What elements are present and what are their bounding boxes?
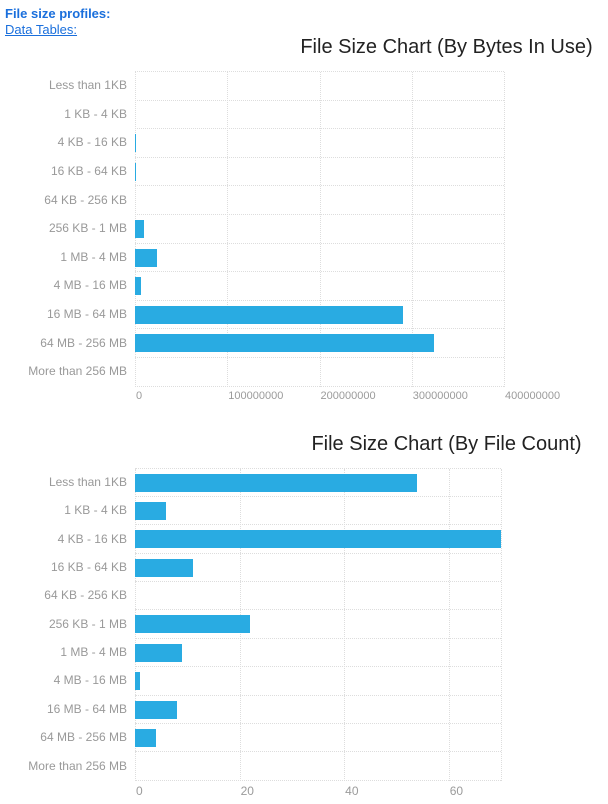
chart-row [135,696,501,725]
category-label: 64 KB - 256 KB [44,588,127,603]
category-label: 1 MB - 4 MB [60,645,127,660]
bar [135,277,141,296]
category-label: Less than 1KB [48,78,127,93]
gridline [319,72,321,387]
category-label: 4 MB - 16 MB [53,278,127,293]
gridline [227,72,229,387]
category-label: More than 256 MB [28,364,127,379]
category-label: 1 MB - 4 MB [60,249,127,264]
bar [135,558,193,577]
chart-row [135,667,501,696]
chart-title-file-count: File Size Chart (By File Count) [311,432,582,455]
bar [135,473,418,492]
bar [135,305,403,324]
bar [135,134,137,153]
category-label: More than 256 MB [28,758,127,773]
gridline [344,468,346,781]
chart-row [135,525,501,554]
gridline [411,72,413,387]
category-label: 64 KB - 256 KB [44,192,127,207]
chart-row [135,610,501,639]
bar [135,615,251,634]
x-tick-label: 300000000 [412,389,468,402]
gridline [448,468,450,781]
bar [135,162,136,181]
file-size-profiles-heading: File size profiles: [5,6,111,21]
plot-area [135,467,502,781]
x-tick-label: 20 [240,783,254,798]
x-tick-label: 400000000 [505,389,561,402]
plot-area [135,71,505,387]
category-label: 256 KB - 1 MB [48,616,127,631]
bar [135,501,167,520]
category-label: 256 KB - 1 MB [48,221,127,236]
category-label: 16 MB - 64 MB [46,307,127,322]
file-count-chart: File Size Chart (By File Count) Less tha… [5,433,608,801]
category-label: 4 KB - 16 KB [57,531,127,546]
x-tick-label: 100000000 [228,389,284,402]
chart-row [135,497,501,526]
chart-row [135,724,501,753]
data-tables-link[interactable]: Data Tables: [5,22,78,37]
bar [135,530,501,549]
x-tick-label: 0 [136,783,143,798]
category-label: 16 MB - 64 MB [46,701,127,716]
chart-row [135,639,501,668]
bar [135,334,434,353]
gridline [501,468,502,781]
chart-row [135,752,501,781]
bar [135,729,156,748]
category-axis: Less than 1KB 1 KB - 4 KB 4 KB - 16 KB 16 K… [5,468,135,781]
bar [135,672,141,691]
category-axis: Less than 1KB 1 KB - 4 KB 4 KB - 16 KB 16 K… [5,71,135,387]
x-axis: 0 100000000 200000000 300000000 400000000 [135,387,560,407]
category-label: 16 KB - 64 KB [50,559,127,574]
x-tick-label: 40 [345,783,359,798]
chart-row [135,469,501,497]
category-label: 1 KB - 4 KB [64,503,127,518]
bar [135,700,177,719]
chart-row [135,582,501,611]
bar [135,219,145,238]
category-label: 16 KB - 64 KB [50,164,127,179]
x-tick-label: 60 [449,783,464,798]
category-label: Less than 1KB [48,474,127,489]
x-tick-label: 200000000 [320,389,376,402]
x-axis: 0 20 40 60 [135,781,501,801]
bar [135,643,183,662]
category-label: 64 MB - 256 MB [40,730,127,745]
category-label: 1 KB - 4 KB [64,106,127,121]
bytes-in-use-chart: File Size Chart (By Bytes In Use) Less t… [5,36,608,407]
category-label: 4 MB - 16 MB [53,673,127,688]
x-tick-label: 0 [136,389,143,402]
page-header: File size profiles: Data Tables: [5,6,608,38]
gridline [504,72,505,387]
bar [135,248,158,267]
category-label: 64 MB - 256 MB [40,335,127,350]
chart-row [135,554,501,583]
category-label: 4 KB - 16 KB [57,135,127,150]
chart-title-bytes-in-use: File Size Chart (By Bytes In Use) [300,36,593,58]
